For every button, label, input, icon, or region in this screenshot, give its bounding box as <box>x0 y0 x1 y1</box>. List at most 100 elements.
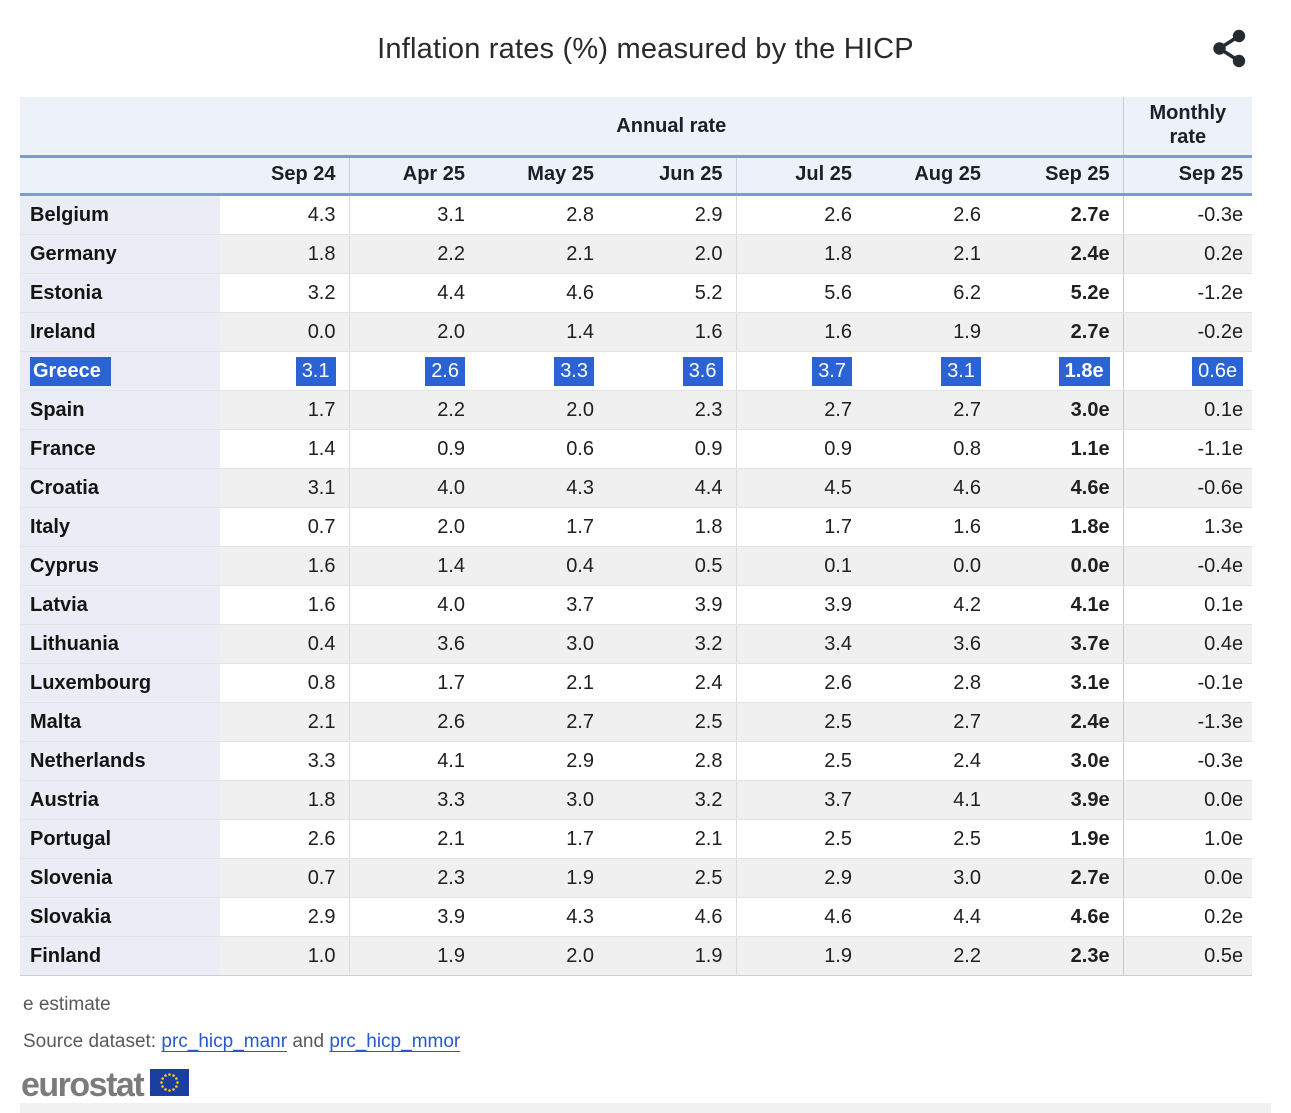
annual-value-cell[interactable]: 3.1 <box>349 194 478 235</box>
source-link-prc-hicp-manr[interactable]: prc_hicp_manr <box>161 1031 288 1052</box>
annual-value-cell[interactable]: 2.9 <box>607 194 737 235</box>
annual-value-cell[interactable]: 3.0 <box>478 624 607 664</box>
monthly-value-cell[interactable]: -0.3e <box>1122 741 1253 781</box>
annual-value-cell[interactable]: 2.5 <box>736 702 865 742</box>
annual-value-cell[interactable]: 4.6 <box>736 897 865 937</box>
annual-value-cell[interactable]: 2.2 <box>865 936 994 976</box>
country-cell[interactable]: Slovenia <box>20 858 220 898</box>
annual-value-cell[interactable]: 4.6 <box>607 897 737 937</box>
annual-value-cell[interactable]: 1.9 <box>736 936 865 976</box>
country-cell[interactable]: Netherlands <box>20 741 220 781</box>
monthly-value-cell[interactable]: 0.2e <box>1122 897 1253 937</box>
country-cell[interactable]: Malta <box>20 702 220 742</box>
annual-value-cell[interactable]: 1.9 <box>607 936 737 976</box>
annual-value-cell[interactable]: 3.1 <box>220 468 350 508</box>
annual-value-cell[interactable]: 1.4 <box>478 312 607 352</box>
annual-value-cell[interactable]: 4.6e <box>994 468 1124 508</box>
monthly-value-cell[interactable]: 1.3e <box>1122 507 1253 547</box>
country-cell[interactable]: France <box>20 429 220 469</box>
annual-value-cell[interactable]: 4.1 <box>349 741 478 781</box>
monthly-value-cell[interactable]: -0.3e <box>1122 194 1253 235</box>
annual-value-cell[interactable]: 1.7 <box>478 507 607 547</box>
annual-value-cell[interactable]: 4.6 <box>865 468 994 508</box>
annual-value-cell[interactable]: 5.6 <box>736 273 865 313</box>
monthly-value-cell[interactable]: 0.1e <box>1122 585 1253 625</box>
annual-value-cell[interactable]: 2.4e <box>994 702 1124 742</box>
annual-value-cell[interactable]: 2.6 <box>349 702 478 742</box>
annual-value-cell[interactable]: 2.0 <box>349 507 478 547</box>
annual-value-cell[interactable]: 0.9 <box>349 429 478 469</box>
annual-value-cell[interactable]: 2.1 <box>865 234 994 274</box>
monthly-value-cell[interactable]: 0.0e <box>1122 858 1253 898</box>
monthly-value-cell[interactable]: 1.0e <box>1122 819 1253 859</box>
annual-value-cell[interactable]: 4.3 <box>478 897 607 937</box>
annual-value-cell[interactable]: 2.2 <box>349 390 478 430</box>
monthly-value-cell[interactable]: -0.6e <box>1122 468 1253 508</box>
annual-value-cell[interactable]: 3.1e <box>994 663 1124 703</box>
annual-value-cell[interactable]: 4.0 <box>349 468 478 508</box>
monthly-value-cell[interactable]: 0.5e <box>1122 936 1253 976</box>
annual-value-cell[interactable]: 2.8 <box>865 663 994 703</box>
annual-value-cell[interactable]: 1.6 <box>220 585 350 625</box>
monthly-value-cell[interactable]: 0.0e <box>1122 780 1253 820</box>
monthly-value-cell[interactable]: -1.2e <box>1122 273 1253 313</box>
column-header-jul25[interactable]: Jul 25 <box>736 156 865 196</box>
annual-value-cell[interactable]: 2.0 <box>478 936 607 976</box>
annual-value-cell[interactable]: 1.8e <box>994 507 1124 547</box>
annual-value-cell[interactable]: 3.9 <box>736 585 865 625</box>
annual-value-cell[interactable]: 2.9 <box>220 897 350 937</box>
annual-value-cell[interactable]: 2.4e <box>994 234 1124 274</box>
annual-value-cell[interactable]: 2.9 <box>736 858 865 898</box>
annual-value-cell[interactable]: 5.2e <box>994 273 1124 313</box>
annual-value-cell[interactable]: 2.7 <box>736 390 865 430</box>
annual-value-cell[interactable]: 2.1 <box>220 702 350 742</box>
column-header-sep24[interactable]: Sep 24 <box>220 156 350 196</box>
annual-value-cell[interactable]: 2.5 <box>736 741 865 781</box>
annual-value-cell[interactable]: 2.6 <box>865 194 994 235</box>
annual-value-cell[interactable]: 2.6 <box>736 194 865 235</box>
annual-value-cell[interactable]: 2.8 <box>478 194 607 235</box>
monthly-value-cell[interactable]: 0.6e <box>1122 351 1253 391</box>
country-cell[interactable]: Finland <box>20 936 220 976</box>
annual-value-cell[interactable]: 3.6 <box>865 624 994 664</box>
annual-value-cell[interactable]: 1.7 <box>220 390 350 430</box>
annual-value-cell[interactable]: 4.4 <box>607 468 737 508</box>
country-cell[interactable]: Belgium <box>20 194 220 235</box>
annual-value-cell[interactable]: 3.1 <box>220 351 350 391</box>
annual-value-cell[interactable]: 1.6 <box>607 312 737 352</box>
annual-value-cell[interactable]: 3.6 <box>349 624 478 664</box>
annual-value-cell[interactable]: 2.5 <box>607 702 737 742</box>
annual-value-cell[interactable]: 3.2 <box>220 273 350 313</box>
annual-value-cell[interactable]: 2.0 <box>607 234 737 274</box>
annual-value-cell[interactable]: 3.0e <box>994 390 1124 430</box>
annual-value-cell[interactable]: 3.6 <box>607 351 737 391</box>
annual-value-cell[interactable]: 4.3 <box>478 468 607 508</box>
annual-value-cell[interactable]: 0.0e <box>994 546 1124 586</box>
annual-value-cell[interactable]: 3.9e <box>994 780 1124 820</box>
annual-value-cell[interactable]: 2.7e <box>994 858 1124 898</box>
annual-value-cell[interactable]: 2.7e <box>994 194 1124 235</box>
monthly-value-cell[interactable]: 0.1e <box>1122 390 1253 430</box>
share-button[interactable] <box>1209 28 1249 72</box>
annual-value-cell[interactable]: 2.7 <box>865 390 994 430</box>
country-cell[interactable]: Cyprus <box>20 546 220 586</box>
monthly-value-cell[interactable]: -0.1e <box>1122 663 1253 703</box>
annual-value-cell[interactable]: 2.6 <box>736 663 865 703</box>
annual-value-cell[interactable]: 0.0 <box>865 546 994 586</box>
country-cell[interactable]: Latvia <box>20 585 220 625</box>
annual-value-cell[interactable]: 0.7 <box>220 858 350 898</box>
annual-value-cell[interactable]: 1.8e <box>994 351 1124 391</box>
country-cell[interactable]: Ireland <box>20 312 220 352</box>
annual-value-cell[interactable]: 2.7e <box>994 312 1124 352</box>
annual-value-cell[interactable]: 0.1 <box>736 546 865 586</box>
annual-value-cell[interactable]: 1.7 <box>736 507 865 547</box>
annual-value-cell[interactable]: 4.2 <box>865 585 994 625</box>
annual-value-cell[interactable]: 0.9 <box>736 429 865 469</box>
annual-value-cell[interactable]: 1.7 <box>478 819 607 859</box>
annual-value-cell[interactable]: 1.6 <box>736 312 865 352</box>
annual-value-cell[interactable]: 3.9 <box>349 897 478 937</box>
annual-value-cell[interactable]: 3.7e <box>994 624 1124 664</box>
column-header-may25[interactable]: May 25 <box>478 156 607 196</box>
annual-value-cell[interactable]: 0.4 <box>220 624 350 664</box>
annual-value-cell[interactable]: 1.9 <box>865 312 994 352</box>
